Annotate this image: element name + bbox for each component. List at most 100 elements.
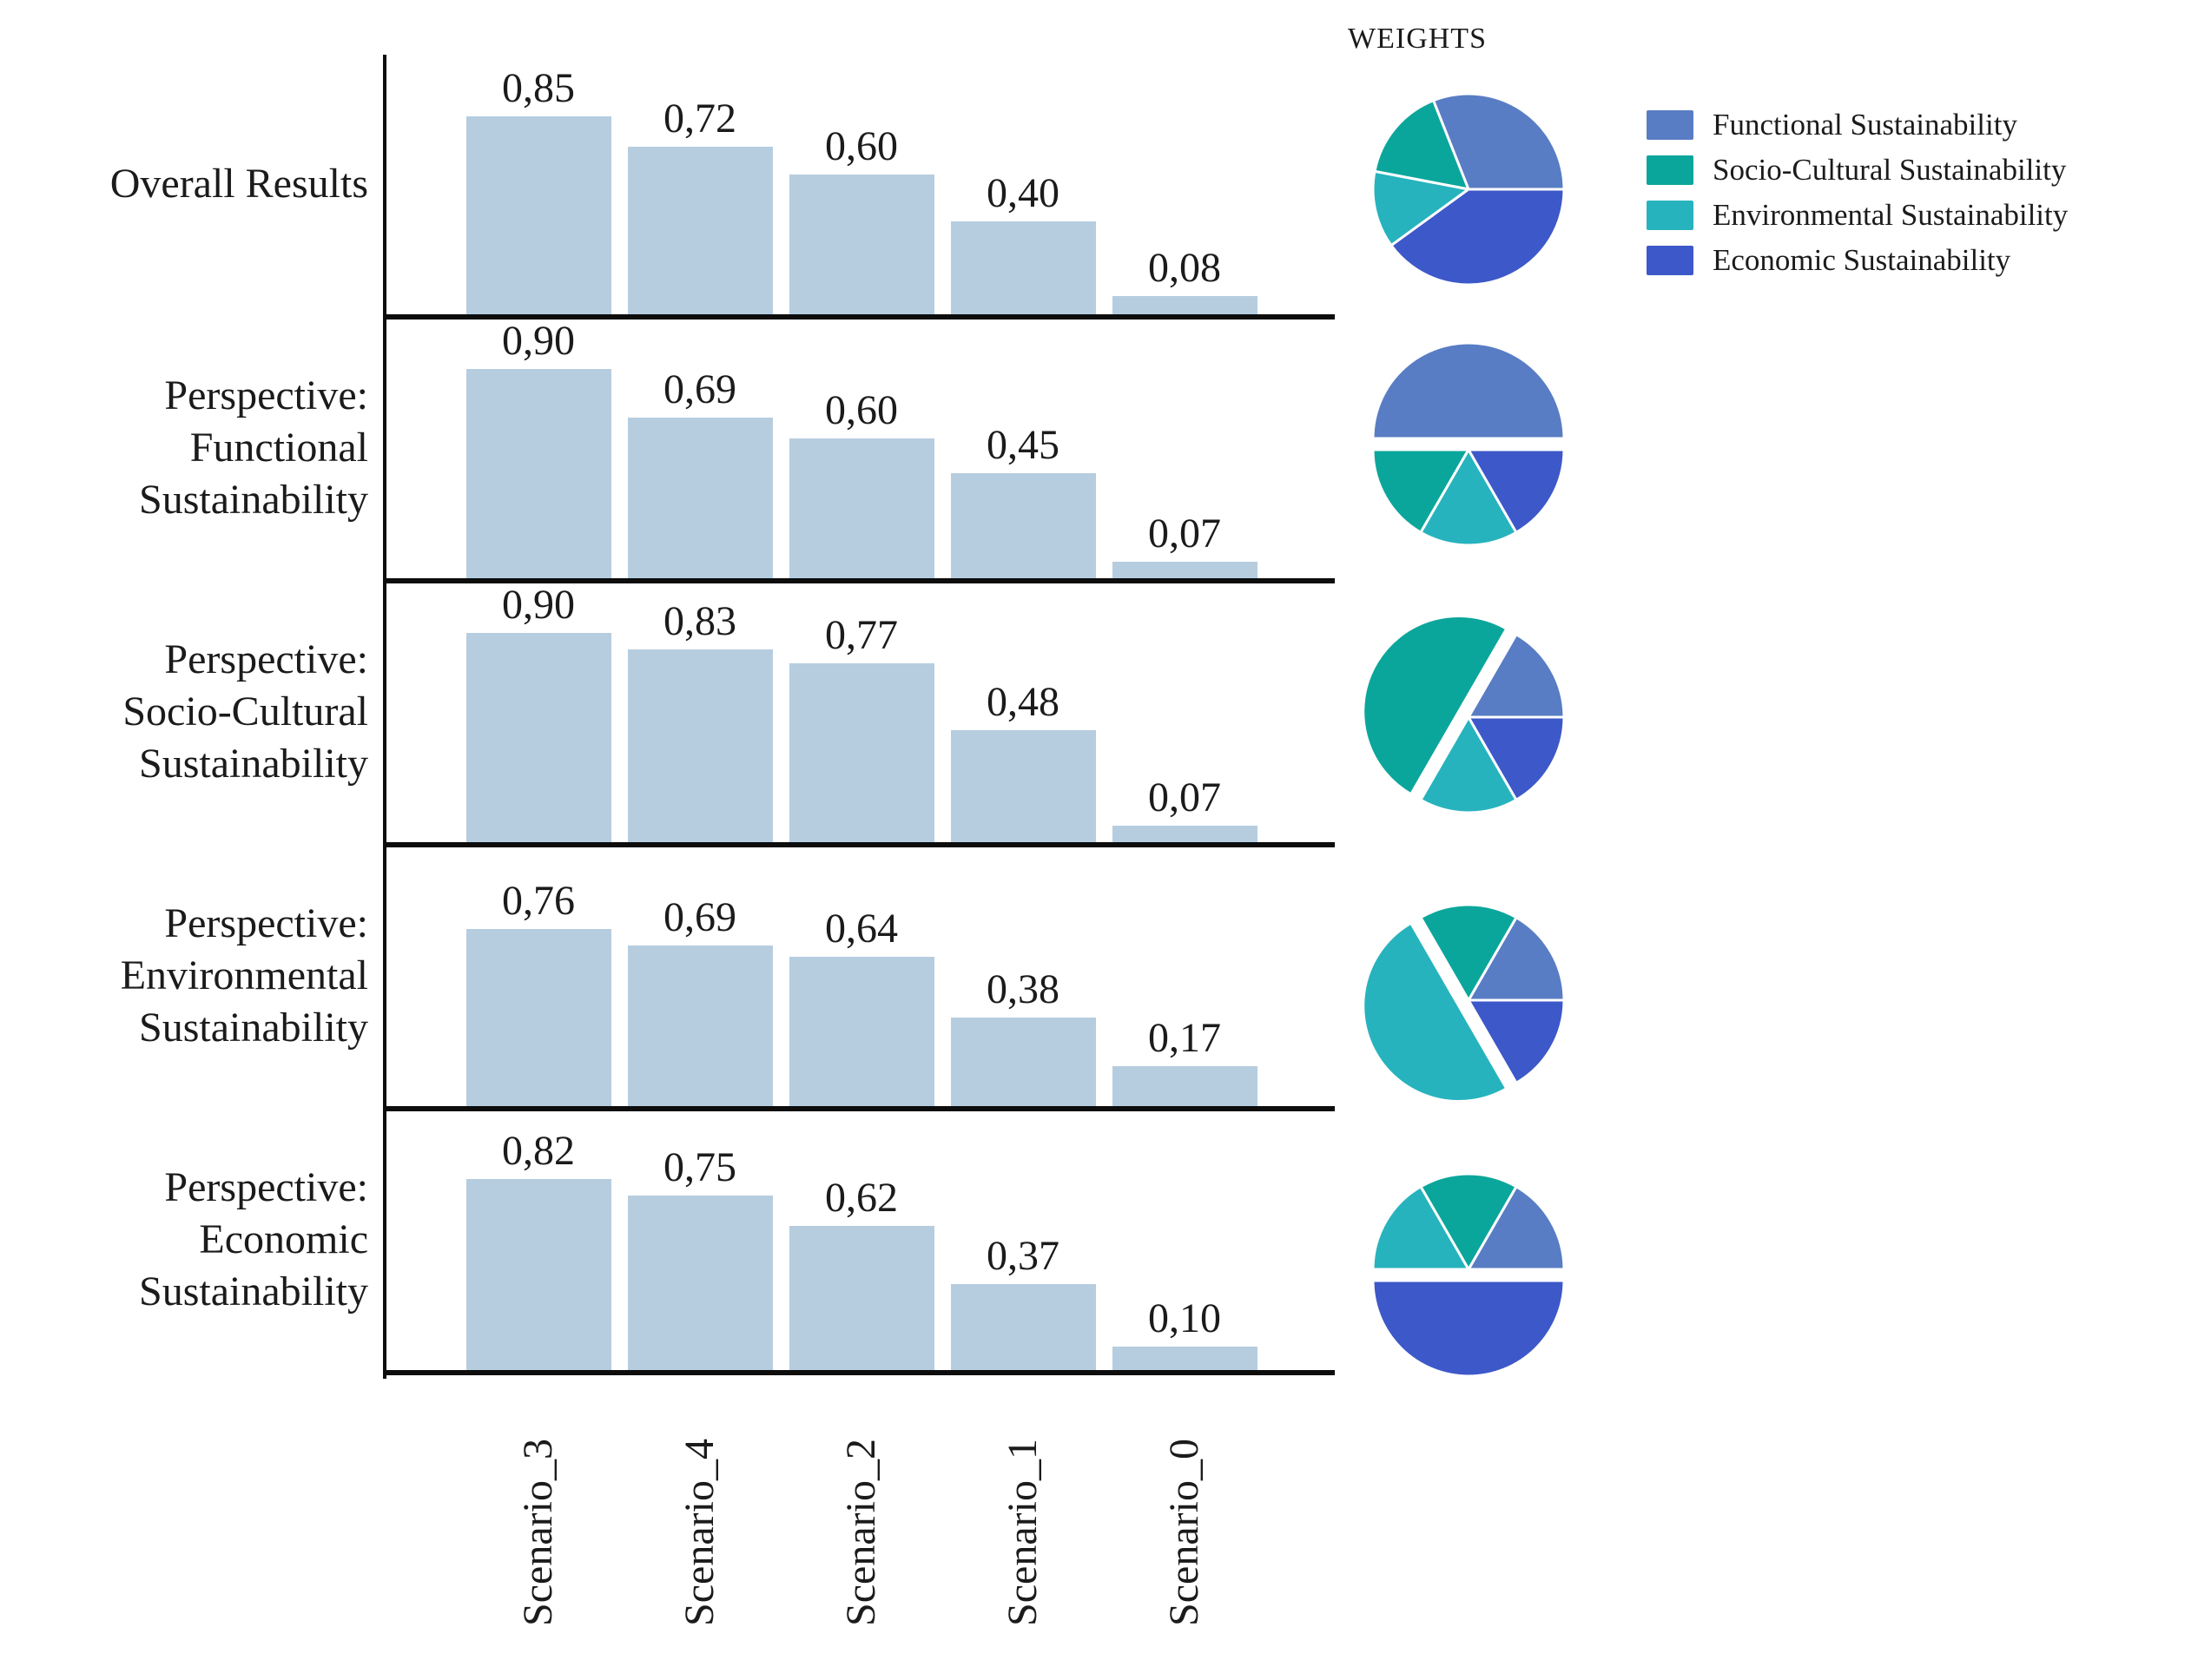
functional-slice <box>1467 916 1566 1002</box>
functional-slice <box>1467 633 1566 719</box>
bar-value-label: 0,10 <box>1148 1295 1221 1341</box>
functional-slice <box>1371 341 1566 440</box>
bar-value-label: 0,62 <box>825 1175 898 1221</box>
bar-value-label: 0,82 <box>502 1128 575 1174</box>
bar-Scenario_1 <box>950 473 1096 578</box>
bar-Scenario_1 <box>950 1284 1096 1370</box>
bar-panel-4: 0,82 0,75 0,62 0,37 0,10 <box>384 1111 1335 1375</box>
weights-title: WEIGHTS <box>1348 23 1487 55</box>
row-label-line: Overall Results <box>109 161 368 207</box>
socio-cultural-slice <box>1371 448 1470 534</box>
legend-label: Economic Sustainability <box>1713 243 2011 277</box>
x-tick-label: Scenario_3 <box>515 1439 561 1626</box>
bar-value-label: 0,76 <box>502 878 575 924</box>
bar-Scenario_4 <box>627 418 773 578</box>
bar-panel-1: 0,90 0,69 0,60 0,45 0,07 <box>384 320 1335 583</box>
bar-value-label: 0,72 <box>663 96 736 142</box>
bar-value-label: 0,64 <box>825 906 898 952</box>
functional-slice <box>1432 92 1566 191</box>
environmental-swatch <box>1647 200 1693 230</box>
bar-value-label: 0,08 <box>1148 245 1221 291</box>
bar-value-label: 0,77 <box>825 612 898 658</box>
weights-pie-0 <box>1371 92 1566 287</box>
bar-value-label: 0,37 <box>987 1233 1059 1279</box>
weights-pie-4 <box>1371 1172 1566 1378</box>
bar-Scenario_4 <box>627 649 773 842</box>
row-label-line: Economic <box>199 1216 368 1262</box>
bar-Scenario_0 <box>1112 1066 1257 1106</box>
weights-pie-3 <box>1362 903 1566 1103</box>
bar-value-label: 0,85 <box>502 65 575 111</box>
socio-cultural-slice <box>1419 903 1518 1002</box>
environmental-slice <box>1419 715 1518 814</box>
bar-value-label: 0,83 <box>663 598 736 644</box>
environmental-slice <box>1371 169 1470 247</box>
legend-row-socio_cultural: Socio-Cultural Sustainability <box>1647 155 2068 185</box>
bar-Scenario_3 <box>465 1179 611 1370</box>
legend-row-environmental: Environmental Sustainability <box>1647 200 2068 230</box>
legend-row-functional: Functional Sustainability <box>1647 109 2068 140</box>
bar-Scenario_2 <box>789 1226 934 1370</box>
economic-slice <box>1467 998 1566 1084</box>
row-label-line: Perspective: <box>164 900 368 946</box>
bar-Scenario_1 <box>950 730 1096 842</box>
bar-Scenario_4 <box>627 147 773 314</box>
functional-swatch <box>1647 109 1693 140</box>
bar-Scenario_2 <box>789 663 934 842</box>
y-axis-spine <box>383 55 386 1379</box>
legend-label: Environmental Sustainability <box>1713 198 2069 232</box>
economic-swatch <box>1647 245 1693 275</box>
row-label-line: Perspective: <box>164 636 368 682</box>
socio-cultural-slice <box>1373 99 1470 191</box>
economic-slice <box>1467 715 1566 801</box>
row-label-0: Overall Results <box>0 158 368 210</box>
environmental-slice <box>1362 921 1508 1103</box>
bar-value-label: 0,17 <box>1148 1015 1221 1061</box>
bar-Scenario_3 <box>465 116 611 314</box>
bar-Scenario_3 <box>465 369 611 578</box>
row-label-line: Environmental <box>120 952 368 998</box>
x-tick-label: Scenario_0 <box>1161 1439 1207 1626</box>
row-label-line: Sustainability <box>139 741 368 787</box>
row-label-line: Sustainability <box>139 1005 368 1051</box>
bar-Scenario_2 <box>789 438 934 578</box>
bar-Scenario_0 <box>1112 1347 1257 1370</box>
economic-slice <box>1467 448 1566 534</box>
weights-pie-1 <box>1371 341 1566 547</box>
bar-value-label: 0,60 <box>825 123 898 169</box>
legend: Functional Sustainability Socio-Cultural … <box>1647 109 2068 290</box>
environmental-slice <box>1419 448 1518 547</box>
economic-slice <box>1389 188 1566 287</box>
bar-panel-0: 0,85 0,72 0,60 0,40 0,08 <box>384 56 1335 320</box>
bar-panel-2: 0,90 0,83 0,77 0,48 0,07 <box>384 583 1335 847</box>
bar-value-label: 0,38 <box>987 966 1059 1012</box>
economic-slice <box>1371 1279 1566 1378</box>
bar-Scenario_0 <box>1112 296 1257 314</box>
bar-value-label: 0,48 <box>987 679 1059 725</box>
bar-value-label: 0,75 <box>663 1144 736 1190</box>
row-label-line: Sustainability <box>139 1268 368 1314</box>
row-label-line: Sustainability <box>139 477 368 523</box>
bar-Scenario_2 <box>789 957 934 1106</box>
bar-value-label: 0,40 <box>987 170 1059 216</box>
x-tick-label: Scenario_2 <box>838 1439 884 1626</box>
environmental-slice <box>1371 1185 1470 1271</box>
bar-value-label: 0,60 <box>825 387 898 433</box>
bar-Scenario_0 <box>1112 562 1257 578</box>
bar-Scenario_3 <box>465 633 611 842</box>
legend-label: Functional Sustainability <box>1713 108 2017 142</box>
bar-value-label: 0,90 <box>502 582 575 628</box>
row-label-line: Socio-Cultural <box>122 688 368 735</box>
row-label-4: Perspective: Economic Sustainability <box>0 1162 368 1318</box>
socio-cultural-swatch <box>1647 155 1693 185</box>
weights-pie-2 <box>1362 615 1566 814</box>
row-label-1: Perspective: Functional Sustainability <box>0 370 368 526</box>
x-tick-label: Scenario_4 <box>677 1439 723 1626</box>
row-label-2: Perspective: Socio-Cultural Sustainability <box>0 634 368 790</box>
row-label-3: Perspective: Environmental Sustainability <box>0 898 368 1054</box>
x-tick-label: Scenario_1 <box>1000 1439 1046 1626</box>
socio-cultural-slice <box>1362 615 1508 796</box>
bar-value-label: 0,07 <box>1148 511 1221 557</box>
bar-value-label: 0,45 <box>987 422 1059 468</box>
